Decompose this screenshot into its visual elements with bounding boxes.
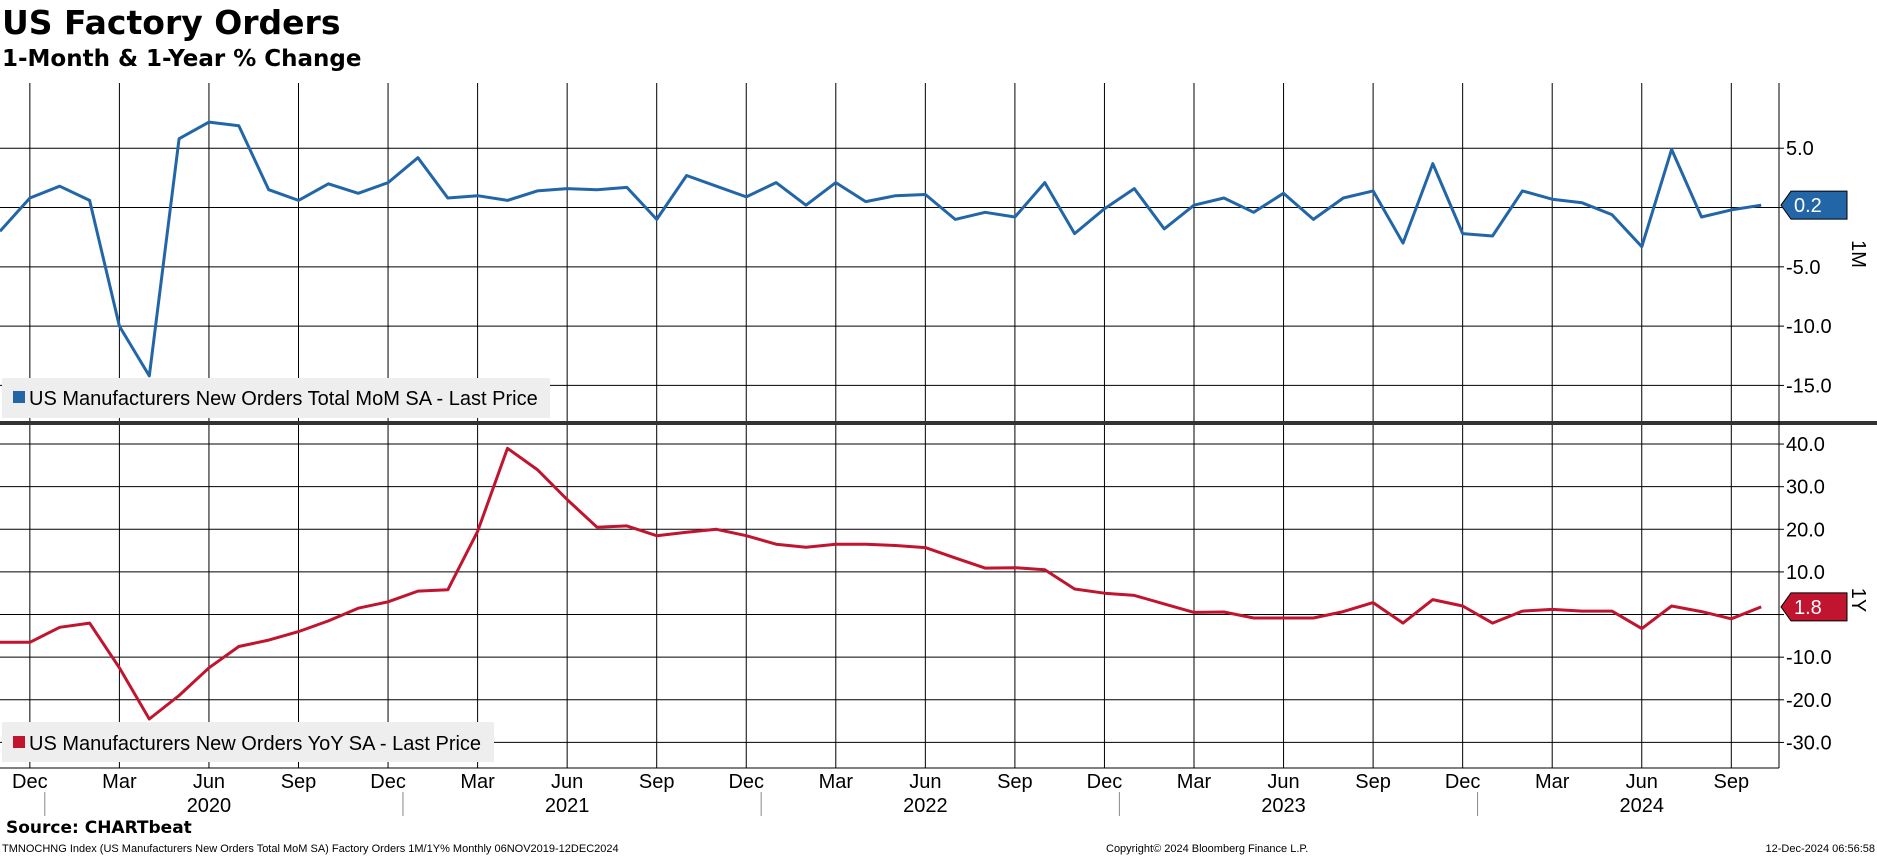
yoy-series <box>0 448 1761 719</box>
mom-last-value-tag: 0.2 <box>1781 191 1847 219</box>
series-line <box>0 448 1761 719</box>
x-tick-label: Sep <box>1355 771 1391 793</box>
chart-canvas: 5.0 -5.0 -10.0 -15.0 40.0 30.0 20.0 10.0 -10.0 -… <box>0 0 1877 840</box>
x-tick-label: Mar <box>1177 771 1212 793</box>
x-tick-label: Dec <box>370 771 406 793</box>
mom-legend: US Manufacturers New Orders Total MoM SA… <box>2 378 550 418</box>
x-tick-label: Sep <box>281 771 317 793</box>
x-tick-label: Jun <box>1267 771 1299 793</box>
year-label: 2023 <box>1261 795 1306 817</box>
footer-timestamp: 12-Dec-2024 06:56:58 <box>1766 843 1875 855</box>
year-label: 2022 <box>903 795 948 817</box>
y-tick-label: 5.0 <box>1786 138 1814 160</box>
mom-panel-label: 1M <box>1847 240 1869 268</box>
y-tick-label: 30.0 <box>1786 477 1825 499</box>
yoy-panel-label: 1Y <box>1847 588 1869 612</box>
x-tick-label: Jun <box>909 771 941 793</box>
year-label: 2020 <box>187 795 232 817</box>
mom-y-tick-labels: 5.0 -5.0 -10.0 -15.0 <box>1786 138 1832 397</box>
x-tick-label: Jun <box>193 771 225 793</box>
yoy-panel-grid <box>0 444 1784 742</box>
x-tick-label: Mar <box>819 771 854 793</box>
x-tick-label: Jun <box>551 771 583 793</box>
x-tick-label: Dec <box>1445 771 1481 793</box>
x-tick-label: Dec <box>1087 771 1123 793</box>
x-tick-label: Dec <box>12 771 48 793</box>
footer-description: TMNOCHNG Index (US Manufacturers New Ord… <box>2 843 619 855</box>
mom-legend-text: US Manufacturers New Orders Total MoM SA… <box>29 388 538 410</box>
year-label: 2021 <box>545 795 590 817</box>
x-gridlines <box>30 83 1731 768</box>
y-tick-label: 10.0 <box>1786 562 1825 584</box>
x-tick-label: Sep <box>997 771 1033 793</box>
series-line <box>0 122 1761 376</box>
yoy-last-value: 1.8 <box>1794 597 1822 619</box>
mom-last-value: 0.2 <box>1794 195 1822 217</box>
y-tick-label: -30.0 <box>1786 732 1832 754</box>
yoy-legend-text: US Manufacturers New Orders YoY SA - Las… <box>29 733 481 755</box>
y-tick-label: 40.0 <box>1786 434 1825 456</box>
mom-series <box>0 122 1761 376</box>
y-tick-label: -15.0 <box>1786 375 1832 397</box>
x-tick-label: Mar <box>460 771 495 793</box>
y-tick-label: -20.0 <box>1786 690 1832 712</box>
x-tick-label: Dec <box>728 771 764 793</box>
x-tick-label: Mar <box>102 771 137 793</box>
yoy-last-value-tag: 1.8 <box>1781 593 1847 621</box>
x-tick-label: Sep <box>1714 771 1750 793</box>
y-tick-label: 20.0 <box>1786 519 1825 541</box>
year-label: 2024 <box>1620 795 1665 817</box>
yoy-legend: US Manufacturers New Orders YoY SA - Las… <box>2 722 494 762</box>
y-tick-label: -10.0 <box>1786 316 1832 338</box>
x-tick-label: Jun <box>1626 771 1658 793</box>
footer-copyright: Copyright© 2024 Bloomberg Finance L.P. <box>1106 843 1308 855</box>
source-note: Source: CHARTbeat <box>6 818 192 838</box>
y-tick-label: -10.0 <box>1786 647 1832 669</box>
x-tick-labels: Dec Mar Jun Sep Dec Mar Jun Sep Dec Mar Jun Sep Dec M… <box>12 771 1749 817</box>
x-tick-label: Mar <box>1535 771 1570 793</box>
x-tick-label: Sep <box>639 771 675 793</box>
y-tick-label: -5.0 <box>1786 257 1820 279</box>
